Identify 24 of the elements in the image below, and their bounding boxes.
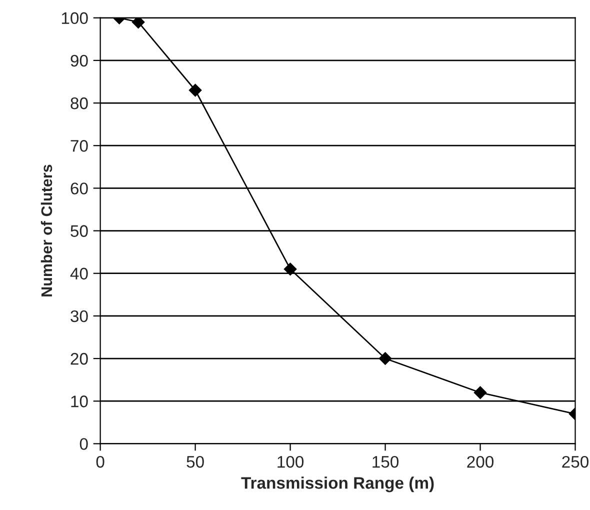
point — [378, 352, 392, 365]
y-tick-label: 60 — [70, 182, 88, 194]
x-tick-label: 50 — [186, 456, 204, 468]
y-axis-title: Number of Cluters — [40, 164, 52, 296]
x-tick-label: 0 — [96, 456, 104, 468]
point — [474, 386, 487, 400]
y-tick-label: 40 — [70, 268, 88, 280]
x-axis-title: Transmission Range (m) — [241, 476, 434, 492]
x-tick-label: 100 — [278, 456, 304, 468]
point — [132, 18, 145, 29]
y-tick-label: 20 — [70, 352, 88, 365]
y-tick-label: 0 — [80, 438, 88, 450]
y-tick-label: 100 — [62, 12, 88, 24]
y-tick-label: 50 — [70, 225, 88, 237]
x-tick-label: 200 — [467, 456, 494, 468]
x-tick-label: 250 — [562, 456, 589, 468]
y-tick-label: 80 — [70, 97, 88, 110]
y-tick-label: 70 — [70, 140, 88, 152]
y-tick-label: 30 — [70, 310, 88, 322]
y-tick-label: 10 — [71, 396, 88, 408]
point — [188, 84, 202, 97]
point — [284, 262, 297, 276]
x-tick-label: 150 — [372, 456, 399, 468]
y-tick-label: 90 — [70, 54, 88, 67]
